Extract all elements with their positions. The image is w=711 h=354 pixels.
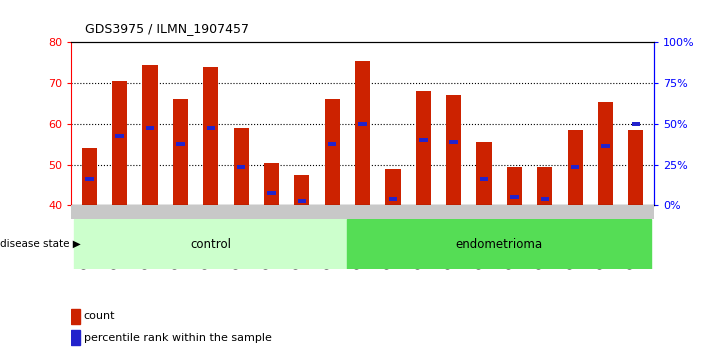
Bar [203, 67, 218, 205]
Bar [355, 61, 370, 205]
Text: count: count [84, 311, 115, 321]
Bar [419, 138, 427, 142]
Text: disease state ▶: disease state ▶ [0, 239, 81, 249]
Bar [264, 162, 279, 205]
Bar [446, 96, 461, 205]
Bar [480, 177, 488, 181]
Bar [71, 309, 80, 324]
Bar [416, 91, 431, 205]
Bar [146, 126, 154, 130]
Bar [348, 219, 651, 269]
Bar [602, 144, 610, 148]
Bar [325, 99, 340, 205]
Bar [298, 199, 306, 203]
Bar [567, 130, 583, 205]
Bar [476, 142, 492, 205]
Text: GDS3975 / ILMN_1907457: GDS3975 / ILMN_1907457 [85, 22, 250, 35]
Bar [449, 140, 458, 144]
Bar [237, 165, 245, 169]
Bar [389, 197, 397, 201]
Text: endometrioma: endometrioma [456, 238, 542, 251]
Bar [115, 134, 124, 138]
Bar [142, 65, 158, 205]
Text: control: control [191, 238, 231, 251]
Bar [267, 191, 276, 195]
Bar [598, 102, 613, 205]
Bar [510, 195, 519, 199]
Bar [71, 330, 80, 345]
Bar [358, 122, 367, 126]
Bar [206, 126, 215, 130]
Bar [176, 142, 185, 146]
Bar [540, 197, 549, 201]
Bar [294, 175, 309, 205]
Bar [631, 122, 640, 126]
Bar [507, 167, 522, 205]
Text: percentile rank within the sample: percentile rank within the sample [84, 332, 272, 343]
Bar [85, 177, 94, 181]
Bar [571, 165, 579, 169]
Bar [112, 81, 127, 205]
Bar [385, 169, 400, 205]
Bar [74, 219, 348, 269]
Bar [82, 148, 97, 205]
Bar [233, 128, 249, 205]
Bar [173, 99, 188, 205]
Bar [629, 130, 643, 205]
Bar [328, 142, 336, 146]
Bar [538, 167, 552, 205]
